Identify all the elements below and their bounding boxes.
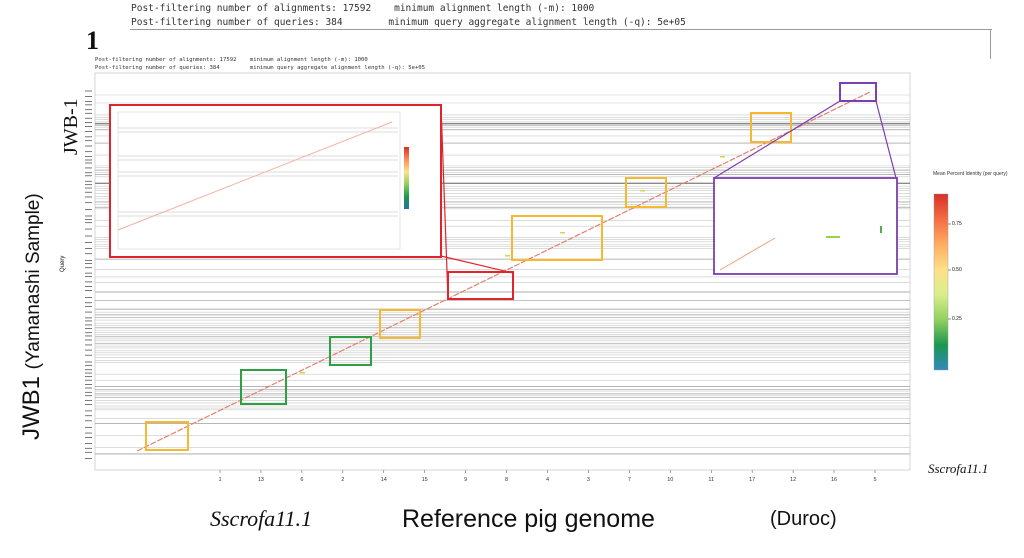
inner-caption-line2: Post-filtering number of queries: 384 mi…	[95, 65, 426, 71]
x-tick-label: 13	[258, 477, 264, 483]
colorbar-tick-050: 0.50	[952, 267, 962, 273]
x-tick-label: 10	[667, 477, 673, 483]
highlight-box	[329, 336, 372, 366]
x-tick-label: 14	[381, 477, 387, 483]
inner-caption-line1: Post-filtering number of alignments: 175…	[95, 57, 368, 63]
outer-caption-line1: Post-filtering number of alignments: 175…	[131, 3, 595, 14]
x-tick-label: 9	[464, 477, 467, 483]
purple-inset-segment	[880, 226, 882, 233]
highlight-box	[750, 112, 792, 143]
x-tick-label: 4	[546, 477, 549, 483]
colorbar	[933, 193, 951, 371]
purple-inset	[713, 177, 898, 275]
red-inset-colorbar	[404, 147, 409, 209]
outer-caption-rule-right	[990, 29, 991, 59]
x-axis-right-label: Sscrofa11.1	[928, 461, 989, 476]
x-tick-marks: 1 13 6 2 14 15 9 8 4 3 7 10 11 17 12 16 5	[218, 470, 877, 483]
red-connector	[440, 255, 514, 274]
colorbar-bar	[933, 193, 949, 371]
zoom-insets	[109, 100, 898, 300]
x-tick-label: 12	[790, 477, 796, 483]
alignment-segment	[505, 255, 510, 257]
query-tick-marks	[85, 90, 92, 459]
x-tick-label: 5	[873, 477, 876, 483]
highlight-box	[145, 421, 189, 451]
x-tick-label: 7	[628, 477, 631, 483]
x-tick-label: 17	[749, 477, 755, 483]
x-tick-label: 2	[341, 477, 344, 483]
colorbar-tick-025: 0.25	[952, 316, 962, 322]
outer-caption-rule	[130, 29, 992, 30]
x-tick-label: 1	[218, 477, 221, 483]
purple-connector	[713, 100, 841, 179]
x-tick-label: 11	[708, 477, 714, 483]
x-tick-label: 3	[587, 477, 590, 483]
purple-connector	[875, 100, 897, 179]
purple-inset-diagonal	[719, 237, 776, 271]
red-connector	[440, 105, 449, 300]
colorbar-tick-075: 0.75	[952, 221, 962, 227]
highlight-box	[511, 215, 603, 261]
x-tick-label: 6	[300, 477, 303, 483]
big-one-label: 1	[86, 26, 99, 55]
x-caption-reference: Reference pig genome	[402, 505, 655, 533]
purple-inset-segment	[826, 236, 840, 238]
x-tick-label: 16	[831, 477, 837, 483]
colorbar-title: Mean Percent Identity (per query)	[933, 171, 1008, 177]
x-caption-genome: Sscrofa11.1	[210, 506, 313, 531]
x-tick-label: 8	[505, 477, 508, 483]
highlight-boxes	[145, 82, 877, 451]
red-inset-plot	[117, 111, 401, 250]
x-tick-label: 15	[422, 477, 428, 483]
alignment-segment	[560, 232, 565, 234]
x-caption-breed: (Duroc)	[770, 508, 837, 530]
alignment-segment	[300, 372, 305, 374]
outer-caption-line2: Post-filtering number of queries: 384 mi…	[131, 17, 686, 28]
alignment-segment	[720, 156, 725, 158]
highlight-box	[379, 309, 421, 339]
highlight-box	[625, 177, 667, 208]
highlight-box	[240, 369, 287, 405]
red-inset-diagonal	[117, 121, 393, 231]
alignment-segment	[640, 190, 645, 192]
highlight-box	[839, 82, 877, 102]
